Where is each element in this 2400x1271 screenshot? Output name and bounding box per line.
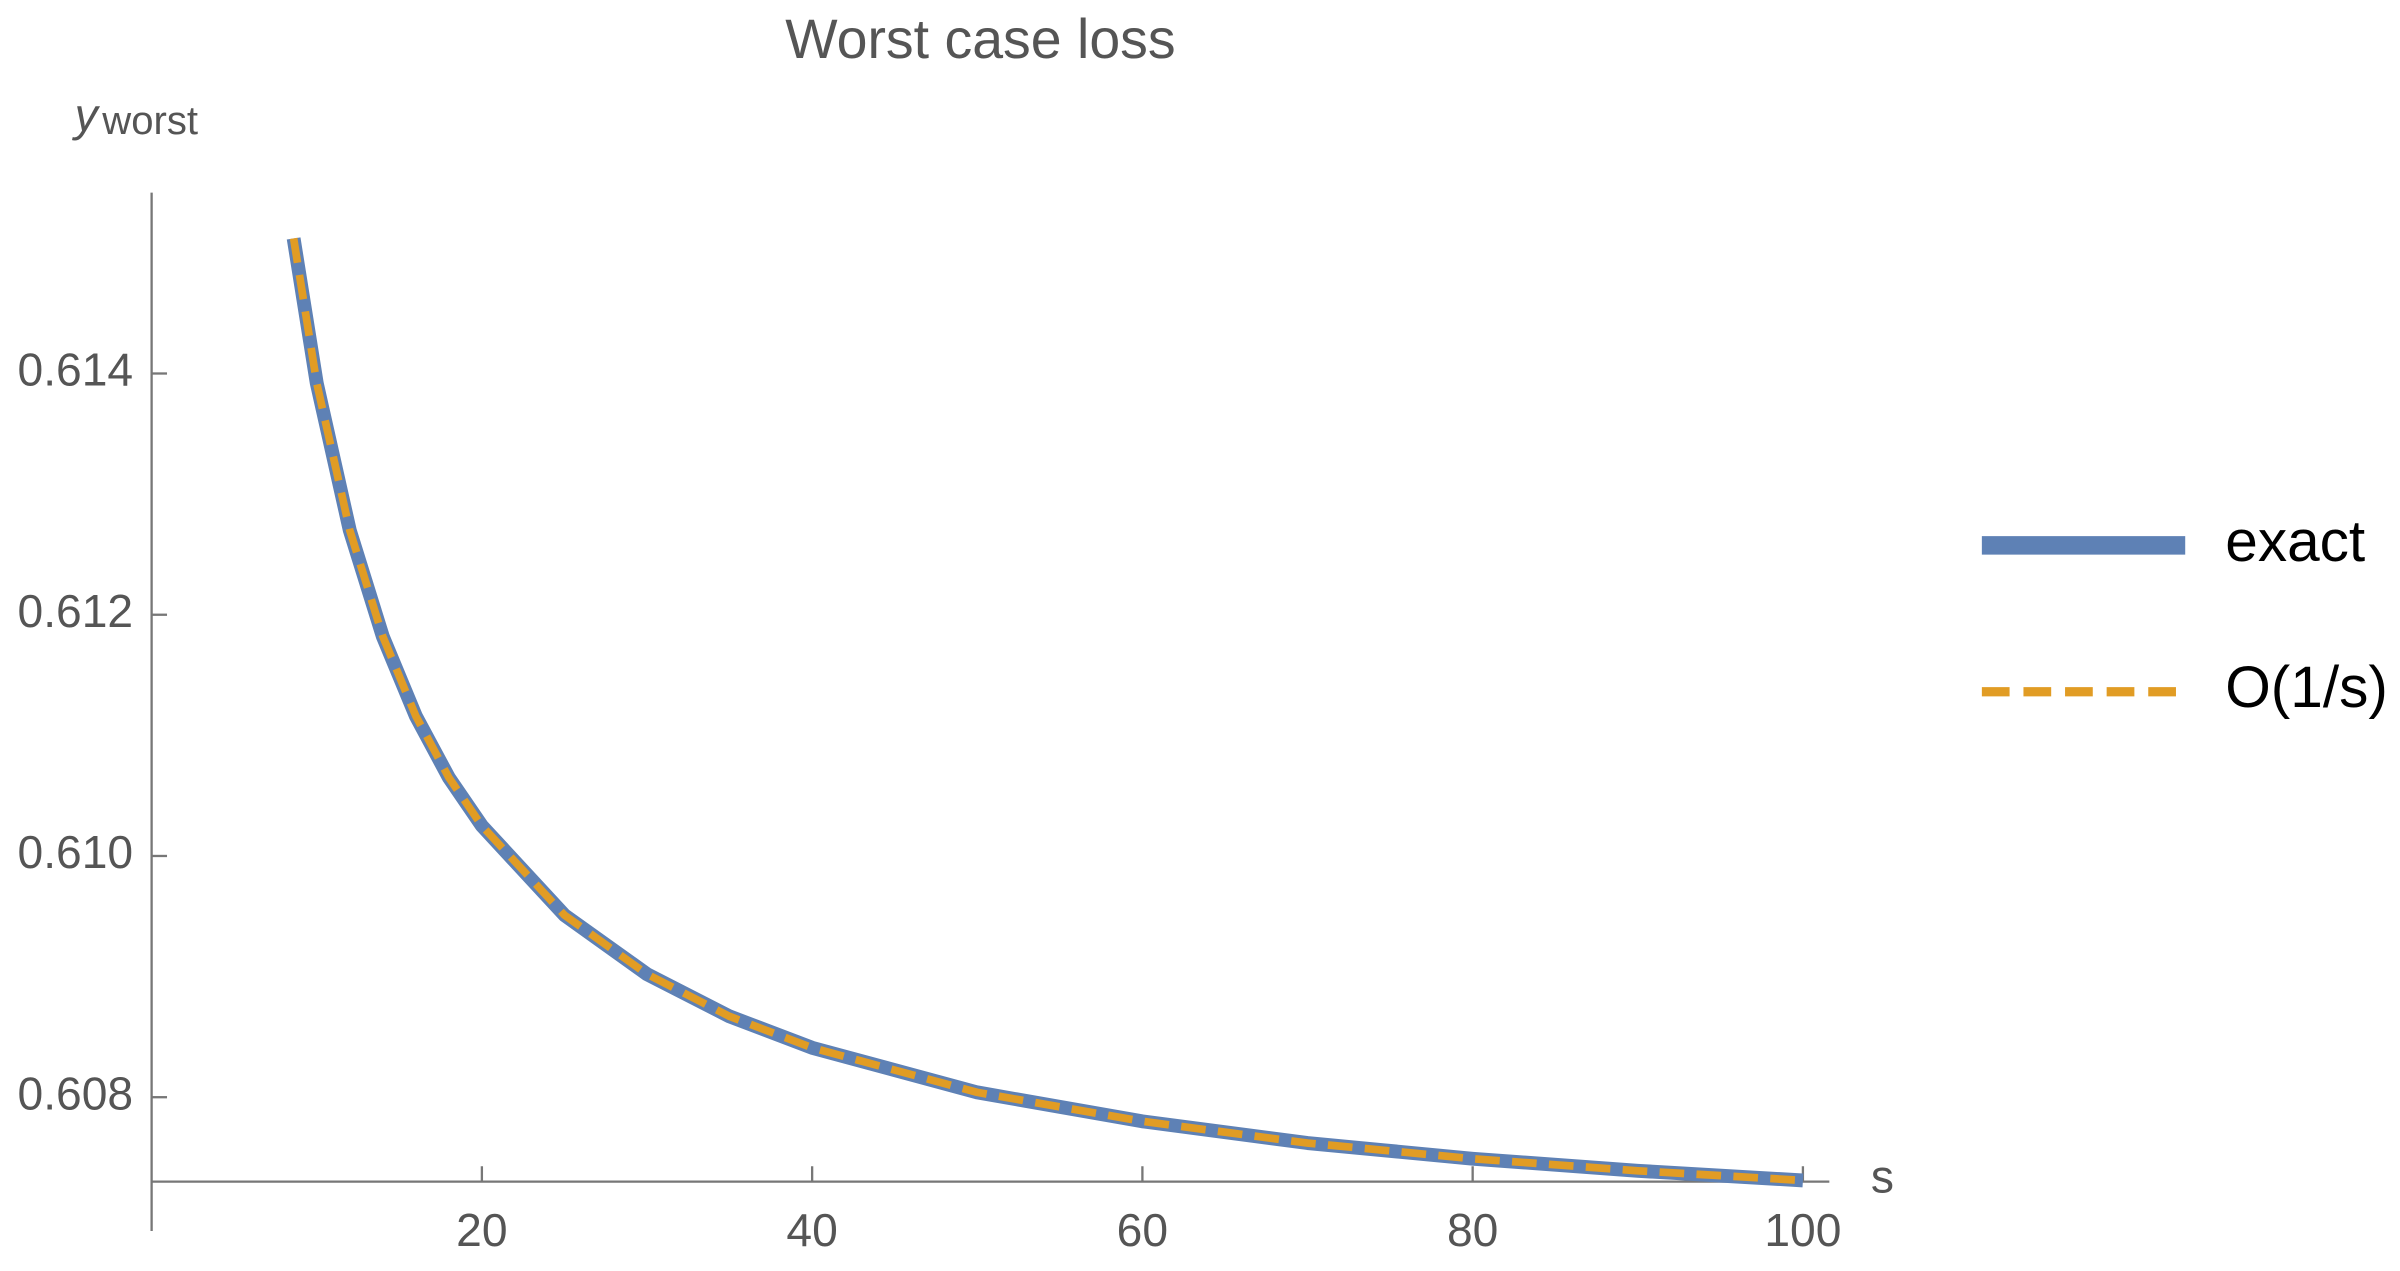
series-line: [289, 237, 1804, 1185]
y-tick-label: 0.612: [18, 585, 134, 637]
x-tick-label: 20: [456, 1204, 507, 1256]
x-axis-label: s: [1871, 1150, 1894, 1202]
y-tick-label: 0.610: [18, 826, 134, 878]
legend-label: exact: [2225, 509, 2365, 574]
series-line: [286, 237, 1804, 1188]
y-axis-label-subscript: worst: [101, 99, 198, 143]
chart-title: Worst case loss: [785, 8, 1175, 70]
x-tick-label: 100: [1764, 1204, 1841, 1256]
y-axis-label: y: [72, 89, 101, 141]
x-tick-label: 40: [786, 1204, 837, 1256]
y-tick-label: 0.608: [18, 1067, 134, 1119]
y-tick-label: 0.614: [18, 344, 134, 396]
x-tick-label: 80: [1447, 1204, 1498, 1256]
legend-label: O(1/s): [2225, 655, 2388, 720]
x-tick-label: 60: [1117, 1204, 1168, 1256]
